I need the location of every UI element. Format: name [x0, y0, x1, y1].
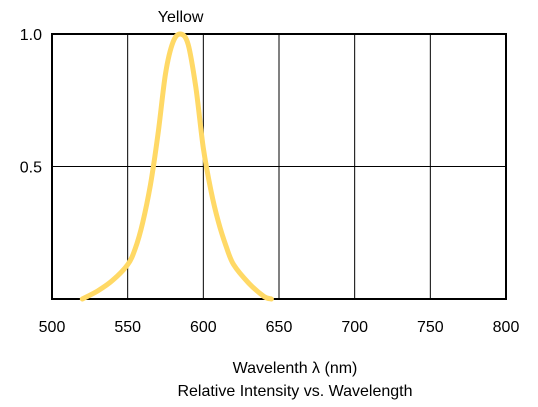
- x-tick-label: 700: [341, 319, 368, 336]
- series-label-yellow: Yellow: [158, 9, 204, 26]
- x-axis-label: Wavelenth λ (nm): [233, 360, 358, 377]
- x-tick-labels: 500 550 600 650 700 750 800: [39, 319, 520, 336]
- y-tick-label: 0.5: [20, 160, 42, 177]
- x-tick-label: 500: [39, 319, 66, 336]
- y-tick-label: 1.0: [20, 27, 42, 44]
- y-tick-labels: 0.5 1.0: [20, 27, 42, 177]
- plot-frame: [51, 33, 507, 300]
- series-layer: [79, 31, 274, 302]
- grid: [52, 34, 506, 299]
- chart-title: Relative Intensity vs. Wavelength: [177, 383, 412, 400]
- x-tick-label: 800: [493, 319, 520, 336]
- series-line-yellow: [79, 31, 274, 302]
- x-tick-label: 550: [114, 319, 141, 336]
- x-tick-label: 650: [266, 319, 293, 336]
- x-tick-label: 600: [190, 319, 217, 336]
- x-tick-label: 750: [417, 319, 444, 336]
